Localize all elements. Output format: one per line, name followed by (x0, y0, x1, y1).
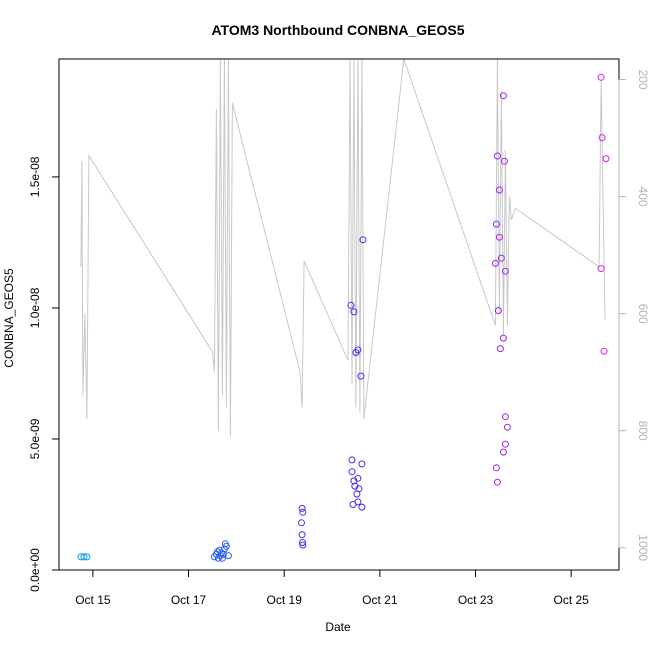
data-point (298, 531, 306, 539)
y2-tick-label: 400 (636, 187, 650, 207)
data-point (492, 464, 500, 472)
data-point (358, 460, 366, 468)
data-point (497, 254, 505, 262)
points-layer (77, 73, 610, 562)
x-axis: Oct 15 Oct 17 Oct 19 Oct 21 Oct 23 Oct 25 (75, 569, 589, 607)
pressure-line (80, 59, 606, 437)
y-tick-label: 1.0e-08 (28, 287, 42, 328)
y2-tick-label: 200 (636, 69, 650, 89)
data-point (224, 552, 232, 560)
data-point (299, 541, 307, 549)
data-point (357, 372, 365, 380)
data-point (347, 301, 355, 309)
data-point (219, 550, 227, 558)
data-point (493, 152, 501, 160)
data-point (501, 413, 509, 421)
data-point (496, 345, 504, 353)
data-point (600, 347, 608, 355)
data-point (299, 539, 306, 546)
x-tick-label: Oct 15 (75, 593, 111, 607)
y-axis: 0.0e+00 5.0e-09 1.0e-08 1.5e-08 (28, 156, 60, 592)
data-point (222, 542, 230, 550)
y-tick-label: 5.0e-09 (28, 418, 42, 459)
data-point (350, 308, 358, 316)
x-tick-label: Oct 19 (267, 593, 303, 607)
y-tick-label: 1.5e-08 (28, 156, 42, 197)
data-point (501, 267, 509, 275)
data-point (298, 519, 305, 527)
data-point (597, 265, 605, 273)
x-axis-label: Date (325, 620, 351, 634)
data-point (493, 478, 501, 486)
plot-frame (58, 58, 620, 571)
data-point (492, 220, 500, 228)
data-point (499, 334, 507, 342)
y2-tick-label: 600 (636, 304, 650, 324)
data-point (494, 307, 502, 315)
x-tick-label: Oct 21 (362, 593, 398, 607)
data-point (359, 236, 367, 244)
data-point (597, 73, 605, 81)
data-point (500, 157, 508, 165)
y-axis-label: CONBNA_GEOS5 (2, 268, 16, 368)
data-point (348, 456, 356, 464)
x-tick-label: Oct 25 (553, 593, 589, 607)
pressure-line-layer (80, 59, 606, 437)
data-point (499, 448, 507, 456)
data-point (349, 501, 357, 508)
data-point (491, 259, 499, 267)
data-point (358, 503, 366, 511)
y-tick-label: 0.0e+00 (28, 548, 42, 592)
data-point (83, 553, 91, 561)
data-point (495, 186, 503, 194)
data-point (503, 423, 511, 431)
x-tick-label: Oct 23 (458, 593, 494, 607)
data-point (218, 554, 226, 562)
chart-title: ATOM3 Northbound CONBNA_GEOS5 (211, 22, 464, 38)
data-point (354, 346, 362, 354)
data-point (348, 468, 356, 476)
data-point (602, 155, 610, 163)
data-point (499, 92, 507, 100)
y2-axis: 200 400 600 800 1000 (618, 69, 650, 561)
y2-tick-label: 1000 (636, 534, 650, 561)
data-point (353, 490, 361, 498)
x-tick-label: Oct 17 (171, 593, 207, 607)
data-point (299, 508, 307, 516)
data-point (598, 134, 606, 142)
y2-tick-label: 800 (636, 421, 650, 441)
data-point (495, 233, 503, 241)
data-point (501, 440, 509, 448)
data-point (298, 504, 306, 512)
data-point (354, 474, 362, 482)
data-point (80, 553, 88, 561)
